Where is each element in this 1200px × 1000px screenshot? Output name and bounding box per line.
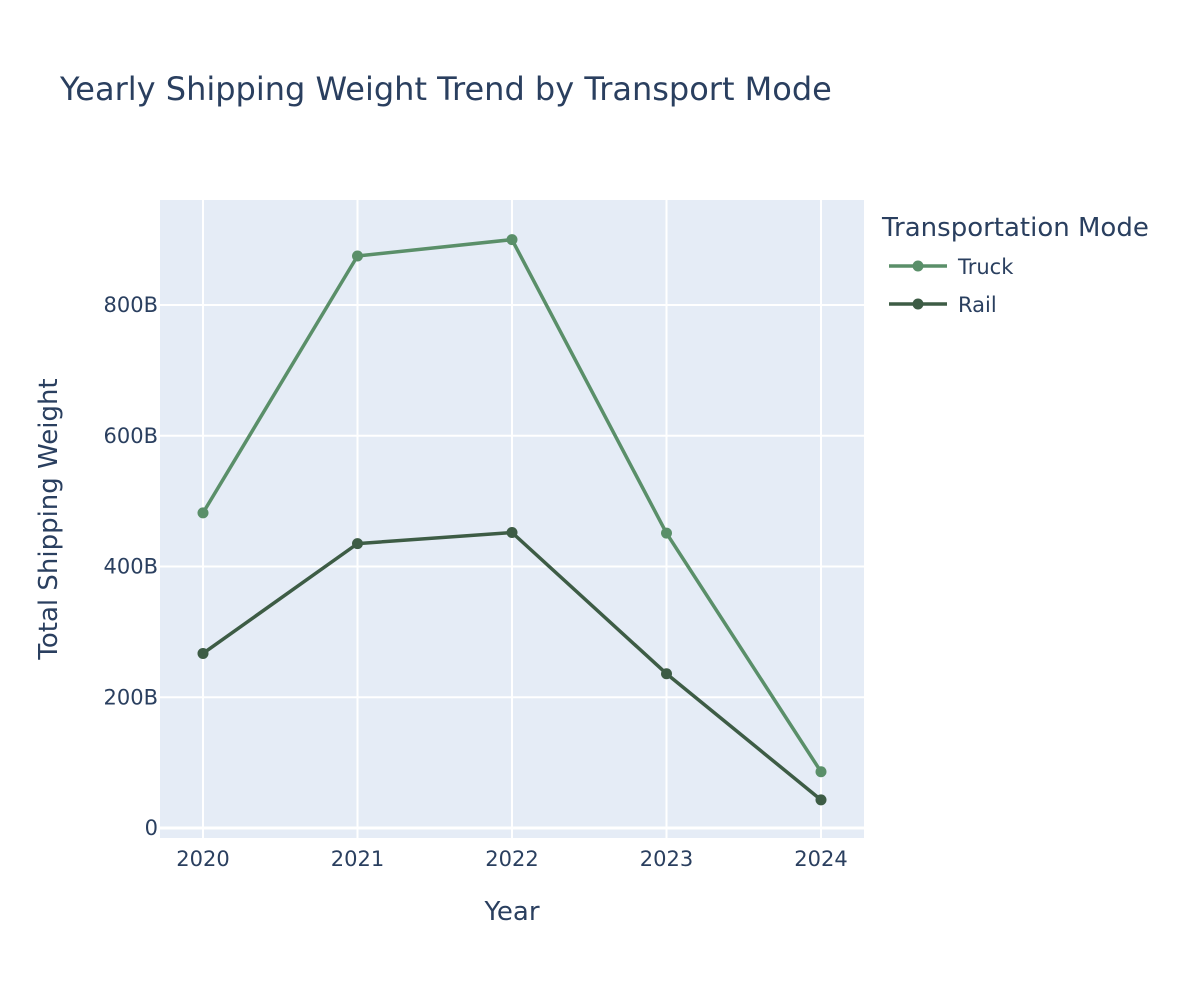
x-axis-title: Year (483, 897, 539, 927)
x-tick-label: 2024 (794, 847, 847, 871)
data-point-truck (197, 507, 209, 519)
y-tick-label: 200B (104, 685, 159, 709)
data-point-rail (815, 794, 827, 806)
y-tick-label: 0 (145, 816, 158, 840)
legend: Transportation Mode Truck Rail (881, 213, 1149, 317)
legend-title: Transportation Mode (881, 213, 1149, 243)
y-axis-ticks: 0 200B 400B 600B 800B (104, 293, 159, 840)
data-point-truck (352, 250, 363, 262)
x-tick-label: 2021 (331, 847, 384, 871)
y-tick-label: 400B (104, 555, 159, 579)
data-point-truck (815, 766, 827, 778)
series-layer (197, 234, 827, 806)
y-tick-label: 600B (104, 424, 159, 448)
data-point-rail (352, 538, 363, 550)
legend-swatch-marker (912, 298, 924, 310)
legend-item-label: Truck (957, 255, 1014, 279)
x-tick-label: 2023 (640, 847, 693, 871)
data-point-truck (661, 527, 672, 539)
legend-item-label: Rail (958, 293, 997, 317)
x-axis-ticks: 2020 2021 2022 2023 2024 (176, 847, 847, 871)
y-axis-title: Total Shipping Weight (34, 378, 64, 660)
data-point-rail (197, 647, 209, 659)
chart-title: Yearly Shipping Weight Trend by Transpor… (59, 70, 832, 108)
x-tick-label: 2020 (176, 847, 229, 871)
legend-swatch-marker (912, 260, 924, 272)
data-point-rail (506, 527, 518, 539)
y-tick-label: 800B (104, 293, 159, 317)
grid-layer (160, 200, 864, 838)
data-point-truck (506, 234, 518, 246)
data-point-rail (661, 668, 672, 680)
x-tick-label: 2022 (485, 847, 538, 871)
